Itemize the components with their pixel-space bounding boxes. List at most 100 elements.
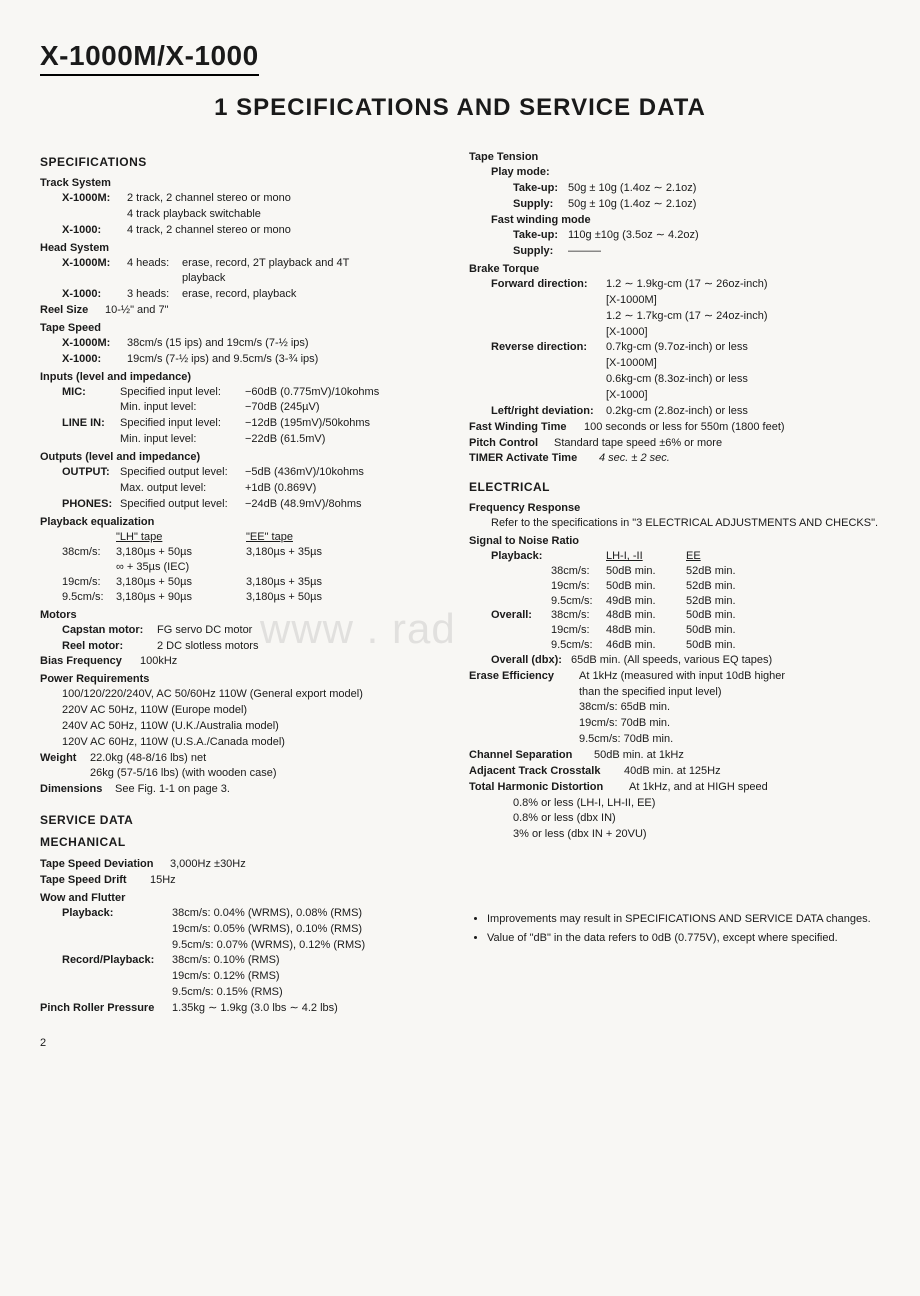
wf-rp-3: 9.5cm/s: 0.15% (RMS) [40, 985, 451, 1000]
dimensions: Dimensions See Fig. 1-1 on page 3. [40, 782, 451, 797]
electrical-heading: ELECTRICAL [469, 480, 880, 494]
outputs-title: Outputs (level and impedance) [40, 451, 451, 463]
note-2: Value of "dB" in the data refers to 0dB … [487, 931, 880, 946]
specs-heading: SPECIFICATIONS [40, 155, 451, 169]
brake-fwd-4: [X-1000] [469, 325, 880, 340]
snr-r1: 38cm/s:50dB min.52dB min. [469, 564, 880, 579]
snr-r4: Overall:38cm/s:48dB min.50dB min. [469, 608, 880, 623]
snr-r2: 19cm/s:50dB min.52dB min. [469, 579, 880, 594]
tape-speed-dev: Tape Speed Deviation 3,000Hz ±30Hz [40, 857, 451, 872]
motors-title: Motors [40, 609, 451, 621]
inputs-line-a: LINE IN: Specified input level: −12dB (1… [40, 416, 451, 431]
pbeq-r1b: ∞ + 35µs (IEC) [40, 560, 451, 575]
timer-activate: TIMER Activate Time 4 sec. ± 2 sec. [469, 451, 880, 466]
note-1: Improvements may result in SPECIFICATION… [487, 912, 880, 927]
wf-pb-3: 9.5cm/s: 0.07% (WRMS), 0.12% (RMS) [40, 938, 451, 953]
motors-capstan: Capstan motor: FG servo DC motor [40, 623, 451, 638]
erase-eff-1: Erase Efficiency At 1kHz (measured with … [469, 669, 880, 684]
snr-head: Playback: LH-I, -II EE [469, 549, 880, 564]
erase-eff-5: 9.5cm/s: 70dB min. [469, 732, 880, 747]
thd-4: 3% or less (dbx IN + 20VU) [469, 827, 880, 842]
power-1: 100/120/220/240V, AC 50/60Hz 110W (Gener… [40, 687, 451, 702]
wow-flutter-title: Wow and Flutter [40, 892, 451, 904]
snr-ovdbx: Overall (dbx): 65dB min. (All speeds, va… [469, 653, 880, 668]
track-x1000: X-1000: 4 track, 2 channel stereo or mon… [40, 223, 451, 238]
brake-rev-4: [X-1000] [469, 388, 880, 403]
brake-fwd-2: [X-1000M] [469, 293, 880, 308]
adj-xtalk: Adjacent Track Crosstalk 40dB min. at 12… [469, 764, 880, 779]
snr-r3: 9.5cm/s:49dB min.52dB min. [469, 594, 880, 609]
wf-pb-2: 19cm/s: 0.05% (WRMS), 0.10% (RMS) [40, 922, 451, 937]
weight-2: 26kg (57-5/16 lbs) (with wooden case) [40, 766, 451, 781]
tt-ftu: Take-up: 110g ±10g (3.5oz ∼ 4.2oz) [469, 228, 880, 243]
tt-tu: Take-up: 50g ± 10g (1.4oz ∼ 2.1oz) [469, 181, 880, 196]
mechanical-heading: MECHANICAL [40, 835, 451, 849]
freq-resp-text: Refer to the specifications in "3 ELECTR… [469, 516, 880, 531]
service-data-heading: SERVICE DATA [40, 813, 451, 827]
power-4: 120V AC 60Hz, 110W (U.S.A./Canada model) [40, 735, 451, 750]
freq-resp-title: Frequency Response [469, 502, 880, 514]
page-number: 2 [40, 1037, 880, 1049]
tt-fsu: Supply: ——— [469, 244, 880, 259]
erase-eff-2: than the specified input level) [469, 685, 880, 700]
weight-1: Weight 22.0kg (48-8/16 lbs) net [40, 751, 451, 766]
brake-rev-2: [X-1000M] [469, 356, 880, 371]
thd-2: 0.8% or less (LH-I, LH-II, EE) [469, 796, 880, 811]
head-x1000: X-1000: 3 heads: erase, record, playback [40, 287, 451, 302]
pbeq-r1: 38cm/s: 3,180µs + 50µs 3,180µs + 35µs [40, 545, 451, 560]
pinch-pressure: Pinch Roller Pressure 1.35kg ∼ 1.9kg (3.… [40, 1001, 451, 1016]
head-system-title: Head System [40, 242, 451, 254]
outputs-phones: PHONES: Specified output level: −24dB (4… [40, 497, 451, 512]
head-x1000m: X-1000M: 4 heads: erase, record, 2T play… [40, 256, 451, 271]
thd-3: 0.8% or less (dbx IN) [469, 811, 880, 826]
head-x1000m-c: playback [40, 271, 451, 286]
speed-x1000m: X-1000M: 38cm/s (15 ips) and 19cm/s (7-½… [40, 336, 451, 351]
power-title: Power Requirements [40, 673, 451, 685]
thd-1: Total Harmonic Distortion At 1kHz, and a… [469, 780, 880, 795]
brake-fwd-1: Forward direction: 1.2 ∼ 1.9kg-cm (17 ∼ … [469, 277, 880, 292]
tape-speed-title: Tape Speed [40, 322, 451, 334]
snr-title: Signal to Noise Ratio [469, 535, 880, 547]
playback-eq-title: Playback equalization [40, 516, 451, 528]
pbeq-head: "LH" tape "EE" tape [40, 530, 451, 546]
speed-x1000: X-1000: 19cm/s (7-½ ips) and 9.5cm/s (3-… [40, 352, 451, 367]
brake-lr: Left/right deviation: 0.2kg-cm (2.8oz-in… [469, 404, 880, 419]
play-mode: Play mode: [469, 165, 880, 180]
fast-mode: Fast winding mode [469, 213, 880, 228]
bias-freq: Bias Frequency 100kHz [40, 654, 451, 669]
wf-rp-2: 19cm/s: 0.12% (RMS) [40, 969, 451, 984]
motors-reel: Reel motor: 2 DC slotless motors [40, 639, 451, 654]
brake-rev-1: Reverse direction: 0.7kg-cm (9.7oz-inch)… [469, 340, 880, 355]
snr-r6: 9.5cm/s:46dB min.50dB min. [469, 638, 880, 653]
outputs-out-a: OUTPUT: Specified output level: −5dB (43… [40, 465, 451, 480]
tape-speed-drift: Tape Speed Drift 15Hz [40, 873, 451, 888]
right-column: Tape Tension Play mode: Take-up: 50g ± 1… [469, 147, 880, 1017]
fast-wind: Fast Winding Time 100 seconds or less fo… [469, 420, 880, 435]
outputs-out-b: Max. output level: +1dB (0.869V) [40, 481, 451, 496]
tt-su: Supply: 50g ± 10g (1.4oz ∼ 2.1oz) [469, 197, 880, 212]
model-title: X-1000M/X-1000 [40, 40, 259, 76]
wf-rp-1: Record/Playback: 38cm/s: 0.10% (RMS) [40, 953, 451, 968]
brake-fwd-3: 1.2 ∼ 1.7kg-cm (17 ∼ 24oz-inch) [469, 309, 880, 324]
erase-eff-4: 19cm/s: 70dB min. [469, 716, 880, 731]
pbeq-r3: 9.5cm/s: 3,180µs + 90µs 3,180µs + 50µs [40, 590, 451, 605]
erase-eff-3: 38cm/s: 65dB min. [469, 700, 880, 715]
tape-tension-title: Tape Tension [469, 151, 880, 163]
track-x1000m: X-1000M: 2 track, 2 channel stereo or mo… [40, 191, 451, 206]
channel-sep: Channel Separation 50dB min. at 1kHz [469, 748, 880, 763]
snr-r5: 19cm/s:48dB min.50dB min. [469, 623, 880, 638]
inputs-title: Inputs (level and impedance) [40, 371, 451, 383]
wf-pb-1: Playback: 38cm/s: 0.04% (WRMS), 0.08% (R… [40, 906, 451, 921]
inputs-line-b: Min. input level: −22dB (61.5mV) [40, 432, 451, 447]
pbeq-r2: 19cm/s: 3,180µs + 50µs 3,180µs + 35µs [40, 575, 451, 590]
left-column: SPECIFICATIONS Track System X-1000M: 2 t… [40, 147, 451, 1017]
track-system-title: Track System [40, 177, 451, 189]
brake-title: Brake Torque [469, 263, 880, 275]
reel-size: Reel Size 10-½" and 7" [40, 303, 451, 318]
power-2: 220V AC 50Hz, 110W (Europe model) [40, 703, 451, 718]
main-title: 1 SPECIFICATIONS AND SERVICE DATA [40, 94, 880, 122]
pitch-control: Pitch Control Standard tape speed ±6% or… [469, 436, 880, 451]
content-columns: SPECIFICATIONS Track System X-1000M: 2 t… [40, 147, 880, 1017]
track-x1000m-b: 4 track playback switchable [40, 207, 451, 222]
inputs-mic-b: Min. input level: −70dB (245µV) [40, 400, 451, 415]
